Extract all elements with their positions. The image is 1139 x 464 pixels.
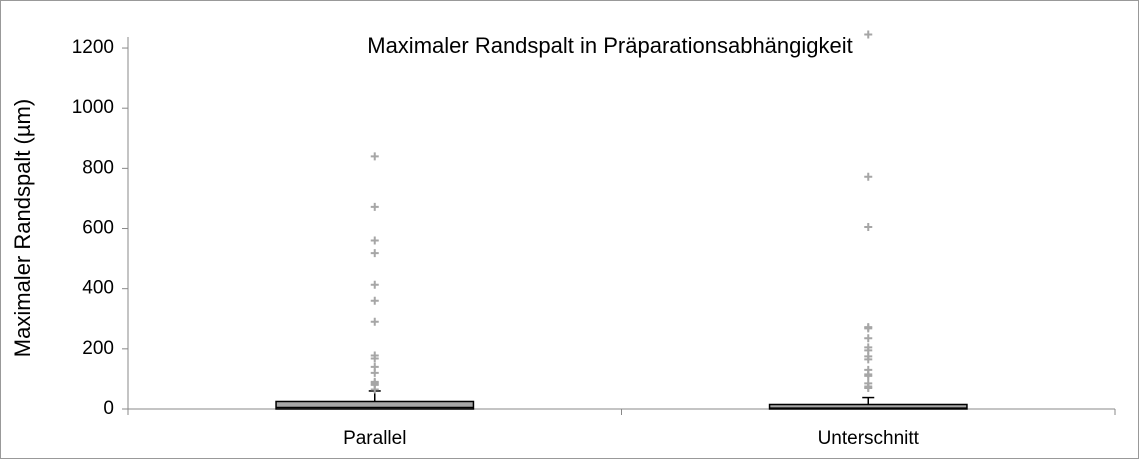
outlier <box>370 280 379 289</box>
y-tick-label: 1000 <box>72 97 114 118</box>
outlier <box>864 355 873 364</box>
outlier <box>864 383 873 392</box>
outlier <box>370 202 379 211</box>
y-tick-label: 800 <box>82 157 114 178</box>
y-tick-label: 0 <box>103 398 114 419</box>
y-tick-label: 200 <box>82 338 114 359</box>
y-axis-label: Maximaler Randspalt (µm) <box>10 99 35 357</box>
x-tick-label: Parallel <box>343 428 406 449</box>
outlier <box>864 172 873 181</box>
outlier <box>370 249 379 258</box>
chart-title: Maximaler Randspalt in Präparationsabhän… <box>367 33 853 58</box>
outlier <box>864 30 873 39</box>
box <box>768 403 968 410</box>
outlier <box>864 371 873 380</box>
outlier <box>864 324 873 333</box>
y-tick-label: 1200 <box>72 37 114 58</box>
outlier <box>370 385 379 394</box>
y-tick-label: 400 <box>82 278 114 299</box>
x-tick-label: Unterschnitt <box>818 428 920 449</box>
box <box>275 400 475 410</box>
outlier <box>370 236 379 245</box>
outlier <box>370 354 379 363</box>
outlier <box>864 334 873 343</box>
y-tick-label: 600 <box>82 218 114 239</box>
outlier <box>864 223 873 232</box>
outlier <box>370 368 379 377</box>
outlier <box>370 317 379 326</box>
outlier <box>370 296 379 305</box>
outlier <box>370 152 379 161</box>
